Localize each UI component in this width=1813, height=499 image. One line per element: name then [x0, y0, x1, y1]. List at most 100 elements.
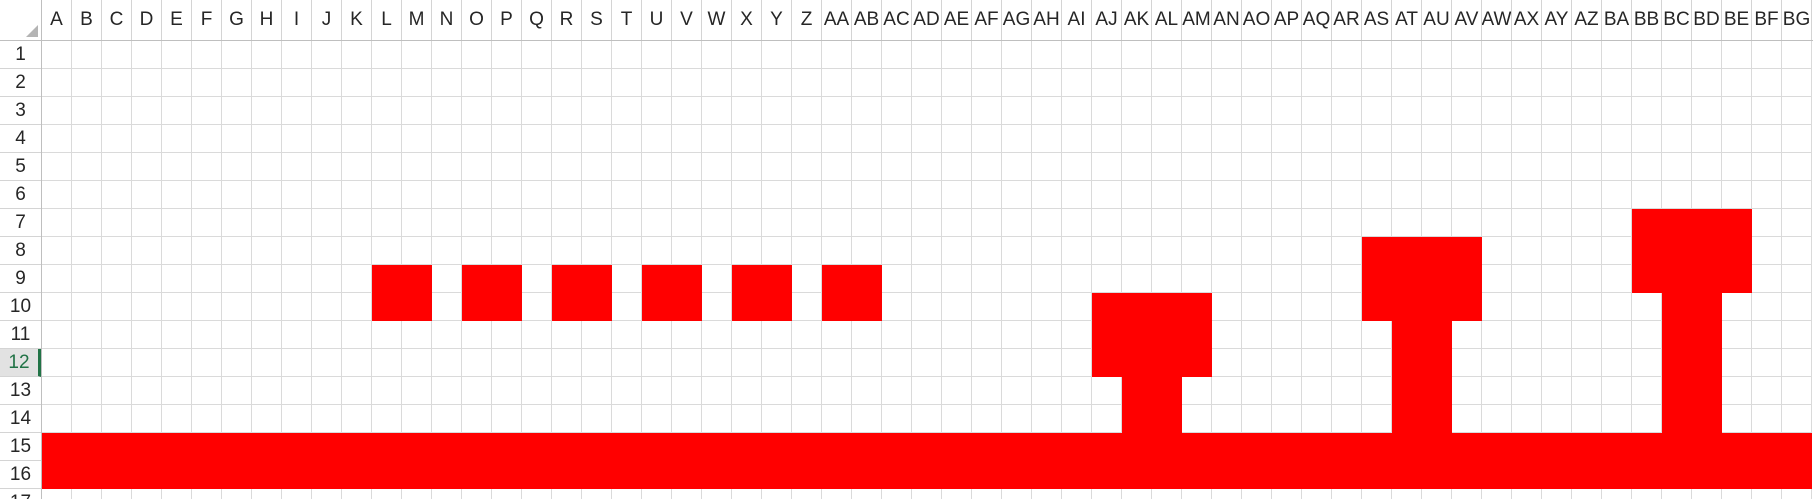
cell-bb4[interactable]: [1632, 125, 1662, 153]
cell-ad6[interactable]: [912, 181, 942, 209]
cell-ab1[interactable]: [852, 41, 882, 69]
cell-i17[interactable]: [282, 489, 312, 499]
cell-bg11[interactable]: [1782, 321, 1812, 349]
cell-ay11[interactable]: [1542, 321, 1572, 349]
cell-ac5[interactable]: [882, 153, 912, 181]
cell-ac2[interactable]: [882, 69, 912, 97]
cell-bd16-filled[interactable]: [1692, 461, 1722, 489]
cell-y6[interactable]: [762, 181, 792, 209]
cell-ak4[interactable]: [1122, 125, 1152, 153]
cell-ae14[interactable]: [942, 405, 972, 433]
cell-h11[interactable]: [252, 321, 282, 349]
cell-aq14[interactable]: [1302, 405, 1332, 433]
cell-r13[interactable]: [552, 377, 582, 405]
cell-n10[interactable]: [432, 293, 462, 321]
cell-t5[interactable]: [612, 153, 642, 181]
cell-aq7[interactable]: [1302, 209, 1332, 237]
cell-bg10[interactable]: [1782, 293, 1812, 321]
cell-ad9[interactable]: [912, 265, 942, 293]
cell-at9-filled[interactable]: [1392, 265, 1422, 293]
cell-at17[interactable]: [1392, 489, 1422, 499]
cell-aj8[interactable]: [1092, 237, 1122, 265]
cell-m2[interactable]: [402, 69, 432, 97]
cell-am5[interactable]: [1182, 153, 1212, 181]
cell-aw9[interactable]: [1482, 265, 1512, 293]
cell-bf4[interactable]: [1752, 125, 1782, 153]
cell-at12-filled[interactable]: [1392, 349, 1422, 377]
cell-as13[interactable]: [1362, 377, 1392, 405]
cell-j5[interactable]: [312, 153, 342, 181]
cell-am12-filled[interactable]: [1182, 349, 1212, 377]
cell-ag7[interactable]: [1002, 209, 1032, 237]
cell-v4[interactable]: [672, 125, 702, 153]
cell-h16-filled[interactable]: [252, 461, 282, 489]
cell-be15-filled[interactable]: [1722, 433, 1752, 461]
cell-bf12[interactable]: [1752, 349, 1782, 377]
cell-h14[interactable]: [252, 405, 282, 433]
cell-t13[interactable]: [612, 377, 642, 405]
column-header-u[interactable]: U: [642, 0, 672, 40]
cell-ai13[interactable]: [1062, 377, 1092, 405]
cell-bd10-filled[interactable]: [1692, 293, 1722, 321]
cell-s4[interactable]: [582, 125, 612, 153]
cell-bc8-filled[interactable]: [1662, 237, 1692, 265]
cell-bd14-filled[interactable]: [1692, 405, 1722, 433]
cell-bg17[interactable]: [1782, 489, 1812, 499]
cell-bg3[interactable]: [1782, 97, 1812, 125]
cell-am7[interactable]: [1182, 209, 1212, 237]
cell-al3[interactable]: [1152, 97, 1182, 125]
cell-ad4[interactable]: [912, 125, 942, 153]
cell-r16-filled[interactable]: [552, 461, 582, 489]
cell-as7[interactable]: [1362, 209, 1392, 237]
cell-r10-filled[interactable]: [552, 293, 582, 321]
cell-v10-filled[interactable]: [672, 293, 702, 321]
cell-ap17[interactable]: [1272, 489, 1302, 499]
cell-t9[interactable]: [612, 265, 642, 293]
cell-au11-filled[interactable]: [1422, 321, 1452, 349]
cell-t2[interactable]: [612, 69, 642, 97]
cell-b10[interactable]: [72, 293, 102, 321]
cell-ak11-filled[interactable]: [1122, 321, 1152, 349]
cell-ah7[interactable]: [1032, 209, 1062, 237]
cell-k1[interactable]: [342, 41, 372, 69]
cell-af1[interactable]: [972, 41, 1002, 69]
cell-a16-filled[interactable]: [42, 461, 72, 489]
cell-as15-filled[interactable]: [1362, 433, 1392, 461]
cell-aq8[interactable]: [1302, 237, 1332, 265]
cell-q15-filled[interactable]: [522, 433, 552, 461]
cell-g4[interactable]: [222, 125, 252, 153]
cell-av16-filled[interactable]: [1452, 461, 1482, 489]
cell-bd11-filled[interactable]: [1692, 321, 1722, 349]
cell-t17[interactable]: [612, 489, 642, 499]
cell-bg5[interactable]: [1782, 153, 1812, 181]
cell-j2[interactable]: [312, 69, 342, 97]
cell-l1[interactable]: [372, 41, 402, 69]
cell-az12[interactable]: [1572, 349, 1602, 377]
cell-o7[interactable]: [462, 209, 492, 237]
cell-az9[interactable]: [1572, 265, 1602, 293]
cell-e4[interactable]: [162, 125, 192, 153]
cell-ad16-filled[interactable]: [912, 461, 942, 489]
column-header-ac[interactable]: AC: [882, 0, 912, 40]
cell-k13[interactable]: [342, 377, 372, 405]
cell-am2[interactable]: [1182, 69, 1212, 97]
cell-ak14-filled[interactable]: [1122, 405, 1152, 433]
cell-al14-filled[interactable]: [1152, 405, 1182, 433]
cell-aq17[interactable]: [1302, 489, 1332, 499]
cell-ba6[interactable]: [1602, 181, 1632, 209]
row-header-6[interactable]: 6: [0, 181, 41, 209]
cell-ac4[interactable]: [882, 125, 912, 153]
cell-ak17[interactable]: [1122, 489, 1152, 499]
cell-q12[interactable]: [522, 349, 552, 377]
cell-o8[interactable]: [462, 237, 492, 265]
cell-r2[interactable]: [552, 69, 582, 97]
cell-ae4[interactable]: [942, 125, 972, 153]
cell-h15-filled[interactable]: [252, 433, 282, 461]
cell-ah16-filled[interactable]: [1032, 461, 1062, 489]
cell-ar12[interactable]: [1332, 349, 1362, 377]
cell-ax5[interactable]: [1512, 153, 1542, 181]
cell-a12[interactable]: [42, 349, 72, 377]
cell-ax4[interactable]: [1512, 125, 1542, 153]
cell-be14[interactable]: [1722, 405, 1752, 433]
cell-ac1[interactable]: [882, 41, 912, 69]
